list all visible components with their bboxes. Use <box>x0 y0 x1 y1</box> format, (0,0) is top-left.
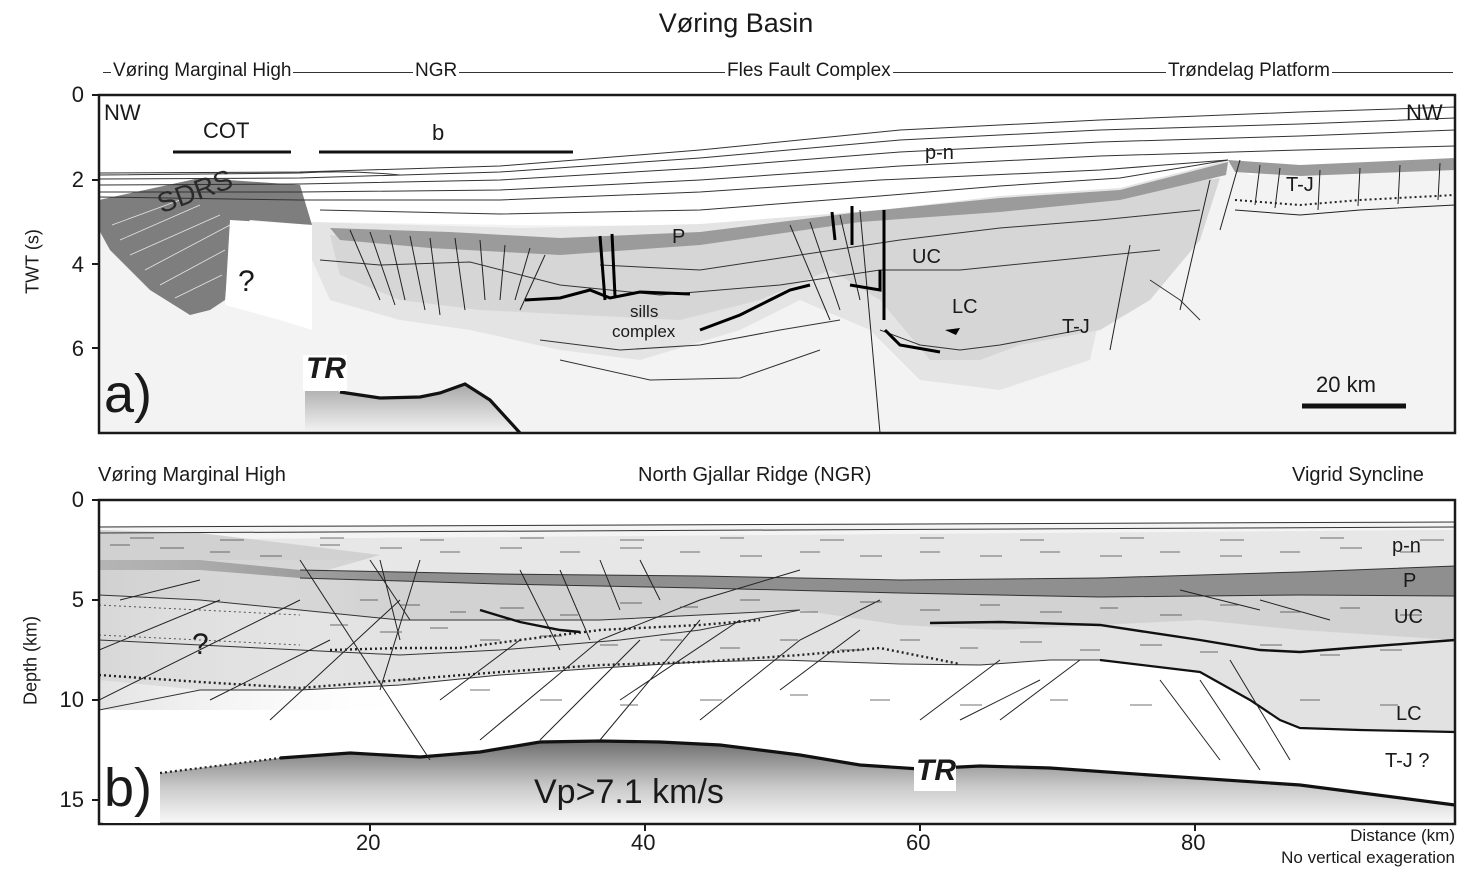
panel-b-p-label: P <box>1403 570 1417 592</box>
panel-b-tr-box <box>914 757 956 791</box>
panel-a-label: a) <box>104 364 153 424</box>
panel-b-x-axis-note: No vertical exageration <box>1281 848 1455 867</box>
panel-a-units <box>99 106 1455 433</box>
panel-b-x-tick-40: 40 <box>631 830 656 855</box>
region-ngr: NGR <box>413 60 460 82</box>
region-trondelag-platform: Trøndelag Platform <box>1166 60 1332 82</box>
panel-b-left-title: Vøring Marginal High <box>98 464 286 486</box>
panel-b-y-tick-15: 15 <box>59 787 84 812</box>
panel-a-tr-label: TR <box>306 352 346 385</box>
panel-b-vp-label: Vp>7.1 km/s <box>534 773 724 811</box>
panel-a-y-tick-2: 2 <box>71 167 84 192</box>
panel-b-x-tick-80: 80 <box>1181 830 1206 855</box>
panel-a-tj-mid-label: T-J <box>1062 316 1090 338</box>
panel-a-corner-right: NW <box>1406 100 1443 125</box>
panel-b-pn-label: p-n <box>1392 535 1421 557</box>
panel-a-p-label: P <box>672 226 686 248</box>
panel-b-y-tick-5: 5 <box>71 587 84 612</box>
panel-a-y-tick-4: 4 <box>71 252 84 277</box>
panel-a-sills-label-1: sills <box>630 302 659 321</box>
panel-b-right-title: Vigrid Syncline <box>1292 464 1424 486</box>
panel-b-x-tick-60: 60 <box>906 830 931 855</box>
panel-a-question-mark: ? <box>238 265 255 298</box>
panel-b-frame <box>97 498 1457 826</box>
panel-b-question-mark: ? <box>192 628 209 661</box>
panel-a-uc-label: UC <box>912 246 941 268</box>
panel-b-lc-label: LC <box>1396 703 1422 725</box>
panel-b-ticks <box>92 499 1196 831</box>
panel-b-y-tick-0: 0 <box>71 487 84 512</box>
panel-b-units <box>99 521 1455 824</box>
panel-b-x-axis-title: Distance (km) <box>1350 826 1455 845</box>
panel-b-tj-label: T-J ? <box>1385 750 1430 772</box>
panel-b-label: b) <box>104 758 153 818</box>
panel-b-x-tick-20: 20 <box>356 830 381 855</box>
panel-a-sills-label-2: complex <box>612 322 676 341</box>
panel-a-lc-label: LC <box>952 296 978 318</box>
panel-a-b-label: b <box>432 120 445 145</box>
panel-a-tr-box <box>303 355 347 391</box>
panel-a-y-tick-0: 0 <box>71 82 84 107</box>
panel-b-center-title: North Gjallar Ridge (NGR) <box>638 464 872 486</box>
panel-b-tr-label: TR <box>916 754 956 787</box>
scale-bar-label: 20 km <box>1316 372 1376 397</box>
panel-b-y-tick-10: 10 <box>59 687 84 712</box>
region-fles-fault-complex: Fles Fault Complex <box>725 60 893 82</box>
panel-a-pn-label: p-n <box>925 142 954 164</box>
panel-a-corner-left: NW <box>104 100 141 125</box>
panel-b-uc-label: UC <box>1394 606 1423 628</box>
region-voring-marginal-high: Vøring Marginal High <box>111 60 294 82</box>
panel-b-label-box <box>103 760 160 823</box>
panel-a-cot-label: COT <box>203 118 250 143</box>
figure-title: Vøring Basin <box>658 8 814 38</box>
panel-a-tj-platform-label: T-J <box>1286 174 1314 196</box>
panel-a-y-ticks <box>92 94 99 349</box>
panel-a-y-tick-6: 6 <box>71 336 84 361</box>
